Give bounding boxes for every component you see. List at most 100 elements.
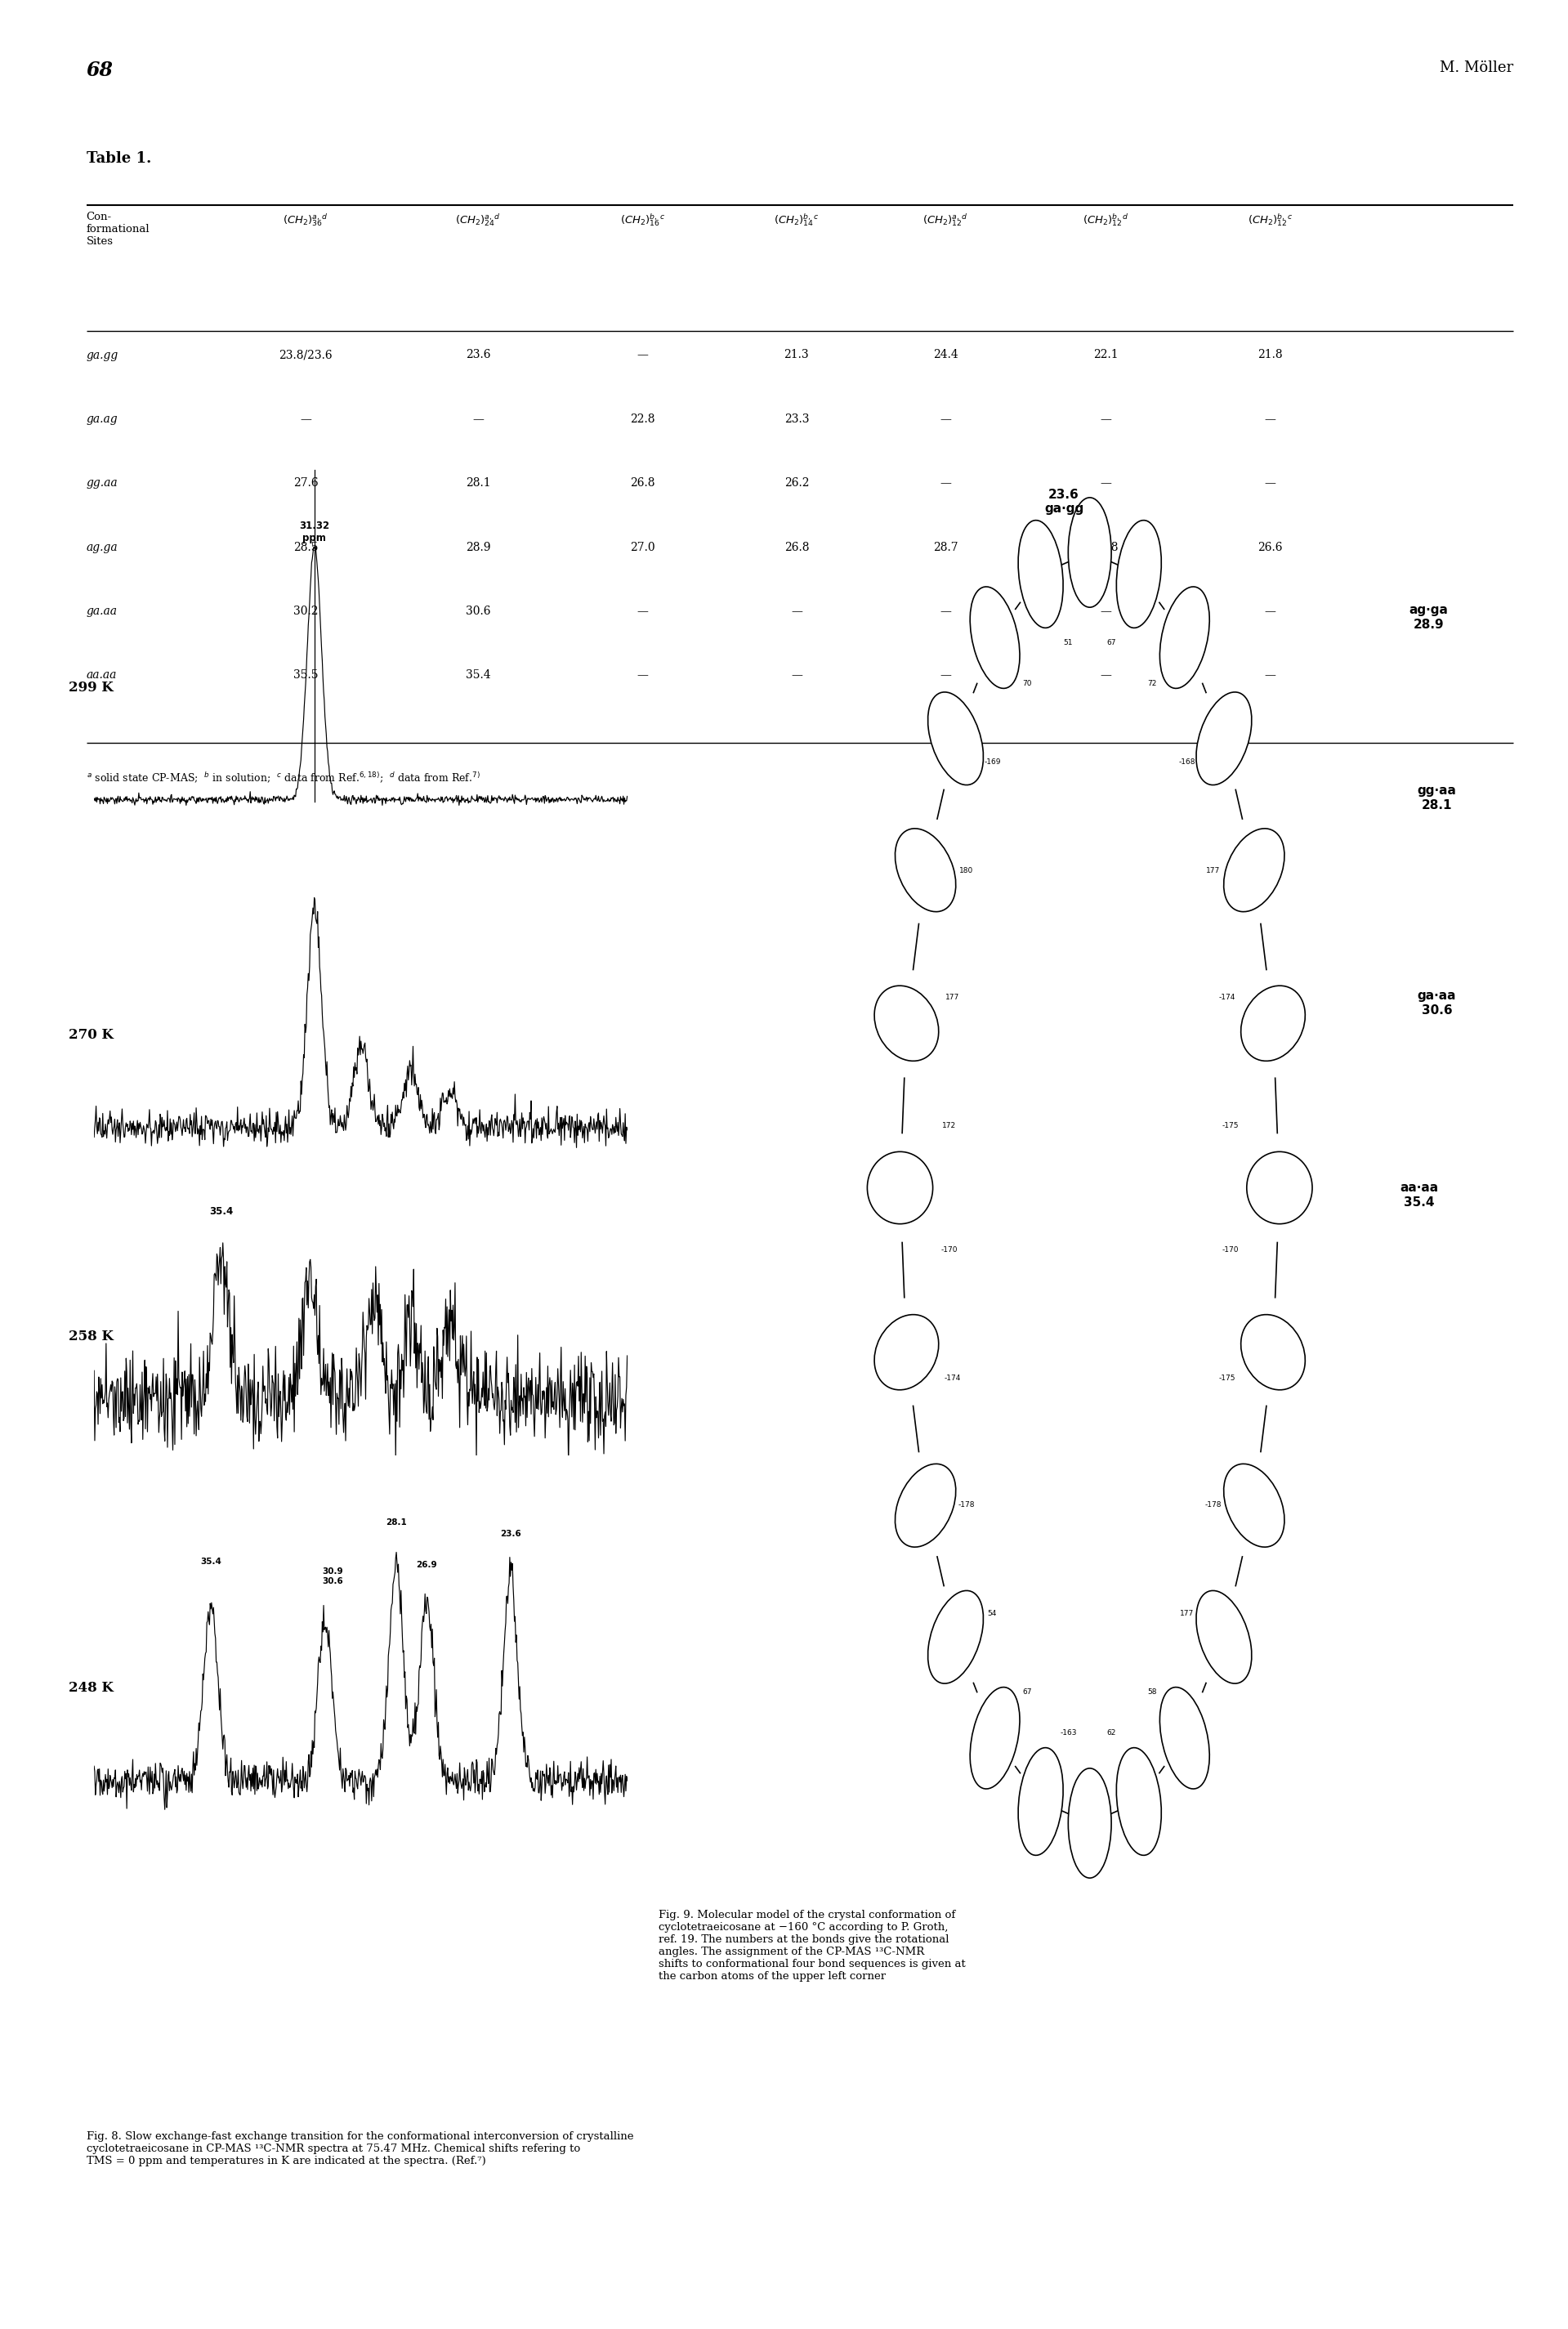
- Text: 28.1: 28.1: [466, 477, 491, 489]
- Text: —: —: [939, 671, 952, 680]
- Ellipse shape: [1196, 692, 1251, 785]
- Text: aa.aa: aa.aa: [86, 671, 116, 680]
- Text: -163: -163: [1060, 1730, 1077, 1737]
- Text: —: —: [1264, 606, 1276, 617]
- Text: 23.3: 23.3: [784, 415, 809, 424]
- Text: —: —: [299, 415, 312, 424]
- Text: -170: -170: [1221, 1246, 1239, 1253]
- Text: —: —: [939, 477, 952, 489]
- Text: 67: 67: [1107, 638, 1116, 645]
- Text: —: —: [637, 671, 649, 680]
- Text: -169: -169: [983, 759, 1000, 766]
- Ellipse shape: [928, 1591, 983, 1684]
- Text: 26.9: 26.9: [416, 1560, 437, 1570]
- Text: ga.gg: ga.gg: [86, 349, 118, 361]
- Text: 177: 177: [1181, 1609, 1195, 1616]
- Text: 26.8: 26.8: [1093, 543, 1118, 552]
- Ellipse shape: [1240, 985, 1305, 1062]
- Text: 177: 177: [1206, 866, 1220, 873]
- Text: 62: 62: [1107, 1730, 1116, 1737]
- Text: $(CH_2)^{b,\,c}_{14}$: $(CH_2)^{b,\,c}_{14}$: [775, 212, 818, 228]
- Text: Fig. 9. Molecular model of the crystal conformation of
cyclotetraeicosane at −16: Fig. 9. Molecular model of the crystal c…: [659, 1910, 966, 1982]
- Text: -178: -178: [958, 1502, 975, 1509]
- Text: $(CH_2)^{b,\,c}_{16}$: $(CH_2)^{b,\,c}_{16}$: [621, 212, 665, 228]
- Text: 299 K: 299 K: [69, 680, 113, 694]
- Text: $(CH_2)^{b,\,c}_{12}$: $(CH_2)^{b,\,c}_{12}$: [1248, 212, 1292, 228]
- Text: 22.8: 22.8: [630, 415, 655, 424]
- Text: 23.6: 23.6: [466, 349, 491, 361]
- Text: 30.6: 30.6: [466, 606, 491, 617]
- Text: 28.7: 28.7: [933, 543, 958, 552]
- Ellipse shape: [1247, 1153, 1312, 1225]
- Text: 51: 51: [1063, 638, 1073, 645]
- Text: 180: 180: [960, 866, 974, 873]
- Text: 26.8: 26.8: [630, 477, 655, 489]
- Ellipse shape: [895, 829, 956, 911]
- Ellipse shape: [1196, 1591, 1251, 1684]
- Ellipse shape: [928, 692, 983, 785]
- Text: gg·aa
28.1: gg·aa 28.1: [1417, 785, 1457, 810]
- Text: 35.4: 35.4: [201, 1558, 221, 1565]
- Ellipse shape: [1223, 829, 1284, 911]
- Text: $(CH_2)^{b,\,d}_{12}$: $(CH_2)^{b,\,d}_{12}$: [1082, 212, 1129, 228]
- Text: $^a$ solid state CP-MAS;  $^b$ in solution;  $^c$ data from Ref.$^{6,18)}$;  $^d: $^a$ solid state CP-MAS; $^b$ in solutio…: [86, 771, 480, 785]
- Text: gg.aa: gg.aa: [86, 477, 118, 489]
- Text: 72: 72: [1148, 680, 1157, 687]
- Text: —: —: [637, 349, 649, 361]
- Text: 22.1: 22.1: [1093, 349, 1118, 361]
- Text: 67: 67: [1022, 1689, 1032, 1696]
- Text: 28.1: 28.1: [386, 1519, 406, 1525]
- Text: 24.4: 24.4: [933, 349, 958, 361]
- Text: 35.4: 35.4: [209, 1206, 234, 1218]
- Ellipse shape: [895, 1465, 956, 1546]
- Text: Table 1.: Table 1.: [86, 151, 151, 165]
- Ellipse shape: [875, 1314, 939, 1390]
- Text: $(CH_2)^{a,\,d}_{36}$: $(CH_2)^{a,\,d}_{36}$: [282, 212, 329, 228]
- Text: -175: -175: [1218, 1374, 1236, 1381]
- Text: 68: 68: [86, 61, 113, 79]
- Ellipse shape: [1116, 1747, 1162, 1856]
- Text: 270 K: 270 K: [69, 1027, 113, 1041]
- Text: 172: 172: [942, 1123, 956, 1130]
- Ellipse shape: [867, 1151, 933, 1225]
- Text: ag.ga: ag.ga: [86, 543, 118, 552]
- Text: —: —: [472, 415, 485, 424]
- Text: —: —: [790, 671, 803, 680]
- Text: 21.3: 21.3: [784, 349, 809, 361]
- Text: 23.6: 23.6: [500, 1530, 521, 1537]
- Text: —: —: [1264, 477, 1276, 489]
- Ellipse shape: [1018, 519, 1063, 629]
- Text: 35.5: 35.5: [293, 671, 318, 680]
- Text: —: —: [637, 606, 649, 617]
- Text: —: —: [1099, 415, 1112, 424]
- Text: 28.5: 28.5: [293, 543, 318, 552]
- Text: 30.2: 30.2: [293, 606, 318, 617]
- Text: 70: 70: [1022, 680, 1032, 687]
- Text: 26.6: 26.6: [1258, 543, 1283, 552]
- Text: -174: -174: [1218, 994, 1236, 1001]
- Ellipse shape: [1160, 1686, 1209, 1789]
- Text: Fig. 8. Slow exchange-fast exchange transition for the conformational interconve: Fig. 8. Slow exchange-fast exchange tran…: [86, 2131, 633, 2166]
- Text: —: —: [939, 415, 952, 424]
- Ellipse shape: [1223, 1465, 1284, 1546]
- Ellipse shape: [971, 1686, 1019, 1789]
- Text: —: —: [1099, 606, 1112, 617]
- Ellipse shape: [1160, 587, 1209, 689]
- Ellipse shape: [1240, 1314, 1305, 1390]
- Text: ag·ga
28.9: ag·ga 28.9: [1408, 603, 1447, 631]
- Text: 58: 58: [1148, 1689, 1157, 1696]
- Text: 28.9: 28.9: [466, 543, 491, 552]
- Text: 27.6: 27.6: [293, 477, 318, 489]
- Text: —: —: [939, 606, 952, 617]
- Text: ga.ag: ga.ag: [86, 415, 118, 424]
- Text: 26.2: 26.2: [784, 477, 809, 489]
- Ellipse shape: [971, 587, 1019, 689]
- Text: -178: -178: [1204, 1502, 1221, 1509]
- Text: aa·aa
35.4: aa·aa 35.4: [1400, 1181, 1439, 1209]
- Ellipse shape: [875, 985, 939, 1062]
- Ellipse shape: [1018, 1747, 1063, 1856]
- Text: -170: -170: [941, 1246, 958, 1253]
- Text: —: —: [1264, 415, 1276, 424]
- Text: 258 K: 258 K: [69, 1330, 113, 1344]
- Text: 35.4: 35.4: [466, 671, 491, 680]
